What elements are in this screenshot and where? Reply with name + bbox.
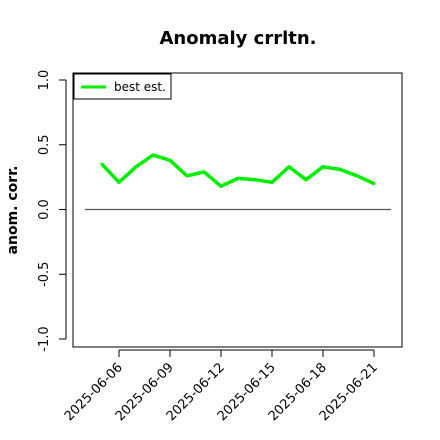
y-axis: -1.0 -0.5 0.0 0.5 1.0 [37,70,67,352]
series-line-0 [100,153,375,188]
data-point [287,165,291,169]
data-point [304,178,308,182]
data-point [372,182,376,186]
y-tick-label: 0.5 [37,134,52,155]
data-point [134,165,138,169]
data-point [117,180,121,184]
data-point [321,165,325,169]
data-point [270,180,274,184]
y-tick-label: 0.0 [37,199,52,220]
data-point [100,162,104,166]
x-axis: 2025-06-062025-06-092025-06-122025-06-15… [62,349,381,424]
data-point [185,174,189,178]
plot-frame [72,72,403,348]
chart-title: Anomaly crrltn. [159,28,316,49]
data-point [338,167,342,171]
data-point [219,184,223,188]
data-point [253,178,257,182]
data-point [236,176,240,180]
y-axis-label: anom. corr. [5,166,21,255]
y-tick-label: 1.0 [37,70,52,91]
legend-label: best est. [114,80,166,94]
data-point [355,174,359,178]
y-tick-label: -0.5 [37,262,52,287]
data-point [151,153,155,157]
y-tick-label: -1.0 [37,326,52,351]
data-point [168,158,172,162]
series-layer [100,153,376,188]
legend: best est. [73,73,172,100]
data-point [202,170,206,174]
